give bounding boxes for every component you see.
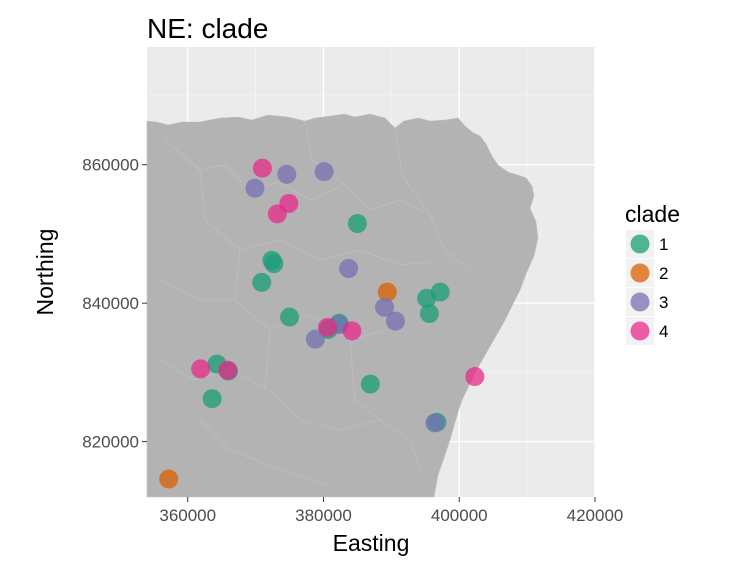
y-axis-title: Northing [32,229,58,316]
y-tick-label: 860000 [82,156,139,175]
legend-title: clade [625,201,680,227]
point-clade-3 [425,413,445,433]
point-clade-4 [318,317,338,337]
plot-panel [146,47,596,498]
legend-label-1: 1 [659,235,668,254]
y-tick-label: 820000 [82,433,139,452]
point-clade-3 [385,311,405,331]
x-tick-label: 380000 [295,506,352,525]
point-clade-4 [218,360,238,380]
chart-title: NE: clade [147,13,268,44]
legend-key-4 [630,321,650,341]
point-clade-3 [314,162,334,182]
legend-key-1 [630,234,650,254]
y-tick-label: 840000 [82,294,139,313]
point-clade-1 [264,254,284,274]
point-clade-1 [347,214,367,234]
x-tick-label: 420000 [567,506,624,525]
legend-label-4: 4 [659,322,668,341]
legend-key-2 [630,263,650,283]
x-axis: 360000 380000 400000 420000 [159,497,623,525]
point-clade-4 [465,367,485,387]
point-clade-3 [305,329,325,349]
point-clade-3 [339,259,359,279]
legend-key-3 [630,292,650,312]
legend-label-2: 2 [659,264,668,283]
point-clade-4 [342,321,362,341]
point-clade-1 [252,272,272,292]
point-clade-3 [375,297,395,317]
point-clade-1 [202,389,222,409]
district-boundaries [159,120,471,486]
point-clade-1 [419,304,439,324]
legend-label-3: 3 [659,293,668,312]
x-axis-title: Easting [333,530,410,556]
legend-keys: 1 2 3 4 [626,230,668,345]
point-clade-3 [277,164,297,184]
point-clade-2 [377,282,397,302]
point-clade-1 [430,282,450,302]
x-tick-label: 360000 [159,506,216,525]
point-clade-1 [280,307,300,327]
point-clade-3 [245,178,265,198]
point-clade-4 [191,359,211,379]
legend: clade 1 2 3 4 [625,201,680,345]
data-points [159,158,485,489]
point-clade-4 [267,204,287,224]
y-axis: 820000 840000 860000 [82,156,147,452]
ne-region-landmass [146,113,539,498]
point-clade-4 [252,158,272,178]
point-clade-2 [159,469,179,489]
point-clade-1 [360,374,380,394]
x-tick-label: 400000 [431,506,488,525]
